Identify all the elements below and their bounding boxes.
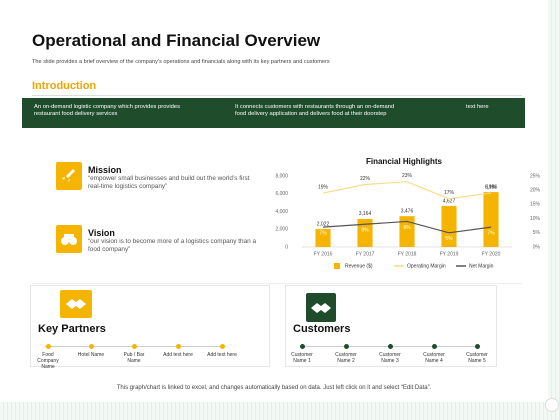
data-label: 7% xyxy=(319,230,327,236)
item-label: Hotel Name xyxy=(77,352,105,358)
partners-card xyxy=(30,285,270,367)
handshake-icon xyxy=(66,299,86,309)
item-label: Customer Name 2 xyxy=(335,352,357,364)
y2-tick-label: 20% xyxy=(530,188,541,194)
data-label: 4,627 xyxy=(443,198,456,204)
vision-icon xyxy=(56,225,82,253)
x-tick-label: FY 2017 xyxy=(356,251,375,257)
y-tick-label: 0 xyxy=(285,244,288,250)
data-label: 5% xyxy=(445,236,453,242)
y2-tick-label: 5% xyxy=(533,230,541,236)
legend-label: Operating Margin xyxy=(407,263,446,269)
vision-text: “our vision is to become more of a logis… xyxy=(88,238,257,253)
slide: Operational and Financial Overview The s… xyxy=(22,31,541,391)
decoration xyxy=(545,398,559,412)
bar xyxy=(483,192,499,247)
y-tick-label: 6,000 xyxy=(275,191,288,197)
legend-swatch xyxy=(334,263,340,269)
bar xyxy=(441,205,457,247)
y2-tick-label: 15% xyxy=(530,202,541,208)
intro-text: An on-demand logistic company which prov… xyxy=(34,104,180,117)
intro-text: text here xyxy=(466,104,489,110)
y-tick-label: 8,000 xyxy=(275,173,288,179)
data-label: 6,186 xyxy=(485,184,498,190)
title: Operational and Financial Overview xyxy=(32,31,321,50)
y2-tick-label: 10% xyxy=(530,216,541,222)
data-label: 23% xyxy=(402,173,413,179)
timeline-dot xyxy=(45,344,51,349)
timeline-dot xyxy=(88,344,94,349)
legend-label: Net Margin xyxy=(469,263,494,269)
subtitle: The slide provides a brief overview of t… xyxy=(32,59,330,65)
line xyxy=(322,220,492,234)
legend-label: Revenue ($) xyxy=(345,263,373,269)
item-label: Customer Name 5 xyxy=(466,352,488,364)
item-label: Customer Name 4 xyxy=(423,352,445,364)
y2-tick-label: 25% xyxy=(530,173,541,179)
item-label: Customer Name 1 xyxy=(291,352,313,364)
customers-heading: Customers xyxy=(293,323,351,335)
y-tick-label: 2,000 xyxy=(275,227,288,233)
timeline-dot xyxy=(175,344,181,349)
data-label: 19% xyxy=(486,184,497,190)
y2-tick-label: 0% xyxy=(533,244,541,250)
item-label: Food Company Name xyxy=(37,352,59,370)
timeline-dot xyxy=(131,344,137,349)
bar xyxy=(357,218,373,247)
intro-band xyxy=(22,98,525,128)
vision-heading: Vision xyxy=(88,228,115,238)
timeline-dot xyxy=(431,344,437,349)
data-label: 3,164 xyxy=(359,211,372,217)
x-tick-label: FY 2019 xyxy=(440,251,459,257)
mission-heading: Mission xyxy=(88,165,122,175)
chart-title: Financial Highlights xyxy=(366,157,443,166)
binoculars-icon xyxy=(61,234,77,245)
partners-icon xyxy=(60,290,92,318)
data-label: 2,022 xyxy=(317,221,330,227)
x-tick-label: FY 2018 xyxy=(398,251,417,257)
section-heading: Introduction xyxy=(32,80,97,92)
item-label: Add text here xyxy=(163,352,193,358)
data-label: 17% xyxy=(444,190,455,196)
y-tick-label: 4,000 xyxy=(275,209,288,215)
customers-card xyxy=(285,285,497,367)
item-label: Customer Name 3 xyxy=(379,352,401,364)
timeline-dot xyxy=(219,344,225,349)
timeline-dot xyxy=(343,344,349,349)
timeline-dot xyxy=(387,344,393,349)
bar xyxy=(399,216,415,247)
data-label: 7% xyxy=(487,230,495,236)
intro-text: It connects customers with restaurants t… xyxy=(235,104,395,117)
divider xyxy=(32,95,522,96)
line xyxy=(322,181,492,200)
mission-text: “empower small businesses and build out … xyxy=(88,175,250,190)
x-tick-label: FY 2016 xyxy=(314,251,333,257)
x-tick-label: FY 2020 xyxy=(482,251,501,257)
chart: Financial Highlights 0 2,000 4,000 6,000 8,0… xyxy=(275,157,541,269)
divider xyxy=(32,283,522,284)
customers-icon xyxy=(306,293,336,322)
mission-icon xyxy=(56,162,82,190)
data-label: 9% xyxy=(403,225,411,231)
timeline-dot xyxy=(299,344,305,349)
data-label: 3,476 xyxy=(401,208,414,214)
bar xyxy=(315,229,331,247)
footer: This graph/chart is linked to excel, and… xyxy=(116,385,432,391)
data-label: 19% xyxy=(318,184,329,190)
data-label: 8% xyxy=(361,228,369,234)
handshake-icon xyxy=(311,303,331,313)
timeline-dot xyxy=(474,344,480,349)
item-label: Pub / Bar Name xyxy=(123,352,145,364)
item-label: Add text here xyxy=(207,352,237,358)
rocket-icon xyxy=(62,169,75,182)
partners-heading: Key Partners xyxy=(38,323,106,335)
data-label: 22% xyxy=(360,176,371,182)
